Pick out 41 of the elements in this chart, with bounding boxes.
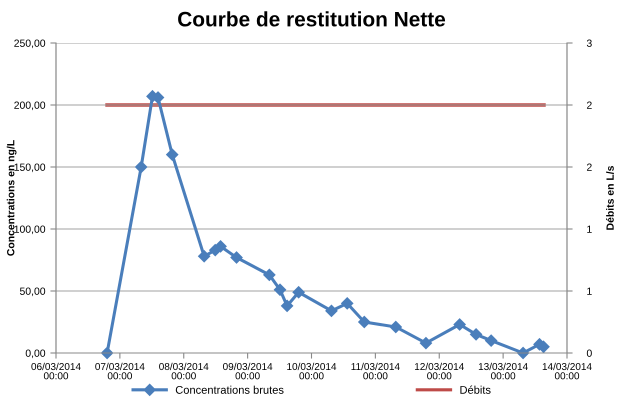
point bbox=[166, 148, 178, 161]
x-tick-label: 06/03/2014 00:00 bbox=[31, 362, 81, 380]
point bbox=[135, 160, 148, 174]
point bbox=[263, 268, 276, 281]
point bbox=[470, 328, 482, 340]
x-tick-label: 14/03/2014 00:00 bbox=[542, 362, 592, 380]
y2-tick-label: 2 bbox=[586, 164, 592, 171]
point bbox=[230, 251, 243, 264]
x-tick-label: 11/03/2014 00:00 bbox=[351, 362, 400, 380]
x-tick-label: 12/03/2014 00:00 bbox=[414, 362, 464, 380]
point bbox=[485, 334, 498, 347]
y2-tick-label: 1 bbox=[587, 288, 592, 295]
y-tick-label: 50,00 bbox=[20, 288, 46, 296]
point bbox=[198, 250, 210, 262]
point bbox=[325, 304, 338, 317]
point bbox=[358, 316, 370, 328]
point bbox=[341, 297, 354, 310]
point bbox=[274, 284, 286, 296]
legend-label: Concentrations brutes bbox=[176, 386, 284, 394]
y2-tick-label: 3 bbox=[586, 40, 592, 47]
point bbox=[390, 320, 402, 334]
point bbox=[420, 336, 432, 350]
chart-title: Courbe de restitution Nette bbox=[178, 11, 446, 27]
y2-tick-label: 1 bbox=[587, 226, 592, 233]
legend-label: Débits bbox=[460, 386, 491, 394]
point bbox=[292, 286, 305, 298]
x-tick-label: 07/03/2014 00:00 bbox=[95, 362, 145, 380]
y-tick-label: 100,00 bbox=[14, 226, 46, 234]
x-tick-label: 09/03/2014 00:00 bbox=[222, 362, 272, 380]
x-tick-label: 08/03/2014 00:00 bbox=[159, 362, 208, 380]
y-tick-label: 150,00 bbox=[14, 164, 46, 172]
y2-axis-title: Débits en L/s bbox=[606, 166, 614, 230]
point bbox=[281, 300, 294, 312]
y-tick-label: 0,00 bbox=[26, 350, 46, 358]
y2-tick-label: 2 bbox=[586, 102, 592, 109]
y-tick-label: 250,00 bbox=[14, 40, 46, 48]
x-tick-label: 10/03/2014 00:00 bbox=[287, 362, 336, 380]
x-tick-label: 13/03/2014 00:00 bbox=[478, 362, 528, 380]
point bbox=[454, 318, 466, 331]
y2-tick-label: 0 bbox=[586, 350, 592, 357]
y-tick-label: 200,00 bbox=[14, 102, 46, 110]
